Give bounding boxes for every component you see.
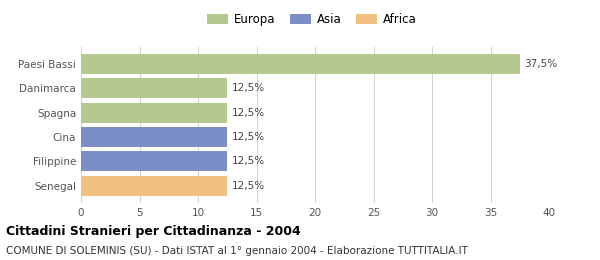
- Bar: [81, 151, 227, 171]
- Text: Cittadini Stranieri per Cittadinanza - 2004: Cittadini Stranieri per Cittadinanza - 2…: [6, 225, 301, 238]
- Text: 12,5%: 12,5%: [232, 108, 265, 118]
- Text: COMUNE DI SOLEMINIS (SU) - Dati ISTAT al 1° gennaio 2004 - Elaborazione TUTTITAL: COMUNE DI SOLEMINIS (SU) - Dati ISTAT al…: [6, 246, 468, 256]
- Text: 12,5%: 12,5%: [232, 132, 265, 142]
- Bar: [81, 103, 227, 123]
- Text: 12,5%: 12,5%: [232, 83, 265, 93]
- Bar: [81, 176, 227, 196]
- Bar: [81, 127, 227, 147]
- Bar: [81, 78, 227, 98]
- Text: 37,5%: 37,5%: [524, 59, 557, 69]
- Text: 12,5%: 12,5%: [232, 181, 265, 191]
- Text: 12,5%: 12,5%: [232, 156, 265, 166]
- Bar: [81, 54, 520, 74]
- Legend: Europa, Asia, Africa: Europa, Asia, Africa: [202, 9, 422, 31]
